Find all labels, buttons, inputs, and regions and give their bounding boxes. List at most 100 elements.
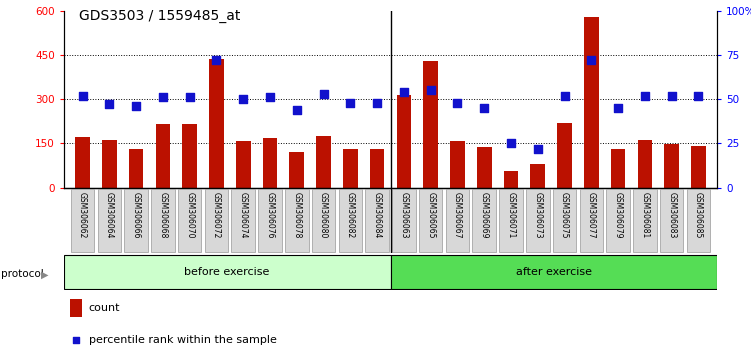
- Text: GSM306078: GSM306078: [292, 192, 301, 239]
- Bar: [155, 124, 170, 188]
- FancyBboxPatch shape: [125, 189, 148, 252]
- Point: [585, 57, 597, 63]
- Bar: [397, 95, 412, 188]
- Bar: [584, 17, 599, 188]
- Text: GSM306065: GSM306065: [426, 192, 435, 239]
- Bar: [236, 141, 251, 188]
- Text: GSM306080: GSM306080: [319, 192, 328, 239]
- Text: GSM306076: GSM306076: [266, 192, 275, 239]
- Bar: [611, 149, 626, 188]
- FancyBboxPatch shape: [178, 189, 201, 252]
- FancyBboxPatch shape: [258, 189, 282, 252]
- Point: [291, 107, 303, 113]
- Bar: [343, 149, 357, 188]
- Text: count: count: [89, 303, 120, 313]
- Text: GSM306062: GSM306062: [78, 192, 87, 239]
- Bar: [369, 149, 385, 188]
- FancyBboxPatch shape: [445, 189, 469, 252]
- FancyBboxPatch shape: [472, 189, 496, 252]
- Text: GSM306077: GSM306077: [587, 192, 596, 239]
- FancyBboxPatch shape: [151, 189, 175, 252]
- Text: GDS3503 / 1559485_at: GDS3503 / 1559485_at: [79, 9, 240, 23]
- FancyBboxPatch shape: [499, 189, 523, 252]
- Text: GSM306073: GSM306073: [533, 192, 542, 239]
- Bar: [128, 149, 143, 188]
- Text: GSM306070: GSM306070: [185, 192, 195, 239]
- Point: [318, 91, 330, 97]
- Point: [264, 95, 276, 100]
- FancyBboxPatch shape: [633, 189, 656, 252]
- Point: [77, 93, 89, 98]
- Text: GSM306084: GSM306084: [372, 192, 382, 239]
- Point: [130, 103, 142, 109]
- Point: [104, 102, 116, 107]
- Point: [639, 93, 651, 98]
- FancyBboxPatch shape: [391, 255, 717, 289]
- Point: [71, 338, 83, 343]
- Point: [237, 96, 249, 102]
- Text: ▶: ▶: [41, 269, 49, 279]
- Bar: [665, 144, 679, 188]
- Point: [559, 93, 571, 98]
- Text: GSM306068: GSM306068: [158, 192, 167, 239]
- Point: [451, 100, 463, 105]
- Text: GSM306081: GSM306081: [641, 192, 650, 239]
- Text: GSM306074: GSM306074: [239, 192, 248, 239]
- Bar: [424, 61, 438, 188]
- FancyBboxPatch shape: [606, 189, 630, 252]
- FancyBboxPatch shape: [553, 189, 576, 252]
- Text: GSM306075: GSM306075: [560, 192, 569, 239]
- Point: [345, 100, 357, 105]
- Bar: [182, 124, 197, 188]
- Bar: [102, 139, 116, 188]
- Bar: [504, 171, 518, 188]
- Bar: [691, 146, 706, 188]
- Text: GSM306072: GSM306072: [212, 192, 221, 239]
- Text: protocol: protocol: [1, 269, 44, 279]
- Text: GSM306079: GSM306079: [614, 192, 623, 239]
- Text: GSM306082: GSM306082: [346, 192, 355, 239]
- Text: before exercise: before exercise: [185, 267, 270, 277]
- Bar: [477, 147, 492, 188]
- Text: GSM306064: GSM306064: [105, 192, 114, 239]
- Point: [478, 105, 490, 111]
- FancyBboxPatch shape: [580, 189, 603, 252]
- Point: [424, 87, 436, 93]
- Point: [157, 95, 169, 100]
- Text: GSM306067: GSM306067: [453, 192, 462, 239]
- FancyBboxPatch shape: [231, 189, 255, 252]
- Point: [371, 100, 383, 105]
- Text: GSM306063: GSM306063: [400, 192, 409, 239]
- FancyBboxPatch shape: [312, 189, 336, 252]
- Point: [210, 57, 222, 63]
- FancyBboxPatch shape: [339, 189, 362, 252]
- Bar: [209, 59, 224, 188]
- FancyBboxPatch shape: [392, 189, 416, 252]
- FancyBboxPatch shape: [365, 189, 389, 252]
- FancyBboxPatch shape: [660, 189, 683, 252]
- FancyBboxPatch shape: [71, 189, 95, 252]
- Text: after exercise: after exercise: [516, 267, 592, 277]
- Point: [505, 141, 517, 146]
- FancyBboxPatch shape: [419, 189, 442, 252]
- FancyBboxPatch shape: [686, 189, 710, 252]
- Text: percentile rank within the sample: percentile rank within the sample: [89, 335, 276, 346]
- Point: [532, 146, 544, 152]
- Bar: [638, 140, 653, 188]
- Bar: [530, 164, 545, 188]
- Bar: [450, 141, 465, 188]
- Bar: [71, 299, 82, 317]
- Text: GSM306066: GSM306066: [131, 192, 140, 239]
- FancyBboxPatch shape: [205, 189, 228, 252]
- Point: [612, 105, 624, 111]
- FancyBboxPatch shape: [64, 255, 391, 289]
- Point: [398, 89, 410, 95]
- Text: GSM306085: GSM306085: [694, 192, 703, 239]
- Text: GSM306071: GSM306071: [506, 192, 515, 239]
- Point: [184, 95, 196, 100]
- FancyBboxPatch shape: [98, 189, 121, 252]
- Text: GSM306069: GSM306069: [480, 192, 489, 239]
- FancyBboxPatch shape: [526, 189, 550, 252]
- Text: GSM306083: GSM306083: [667, 192, 676, 239]
- Point: [665, 93, 677, 98]
